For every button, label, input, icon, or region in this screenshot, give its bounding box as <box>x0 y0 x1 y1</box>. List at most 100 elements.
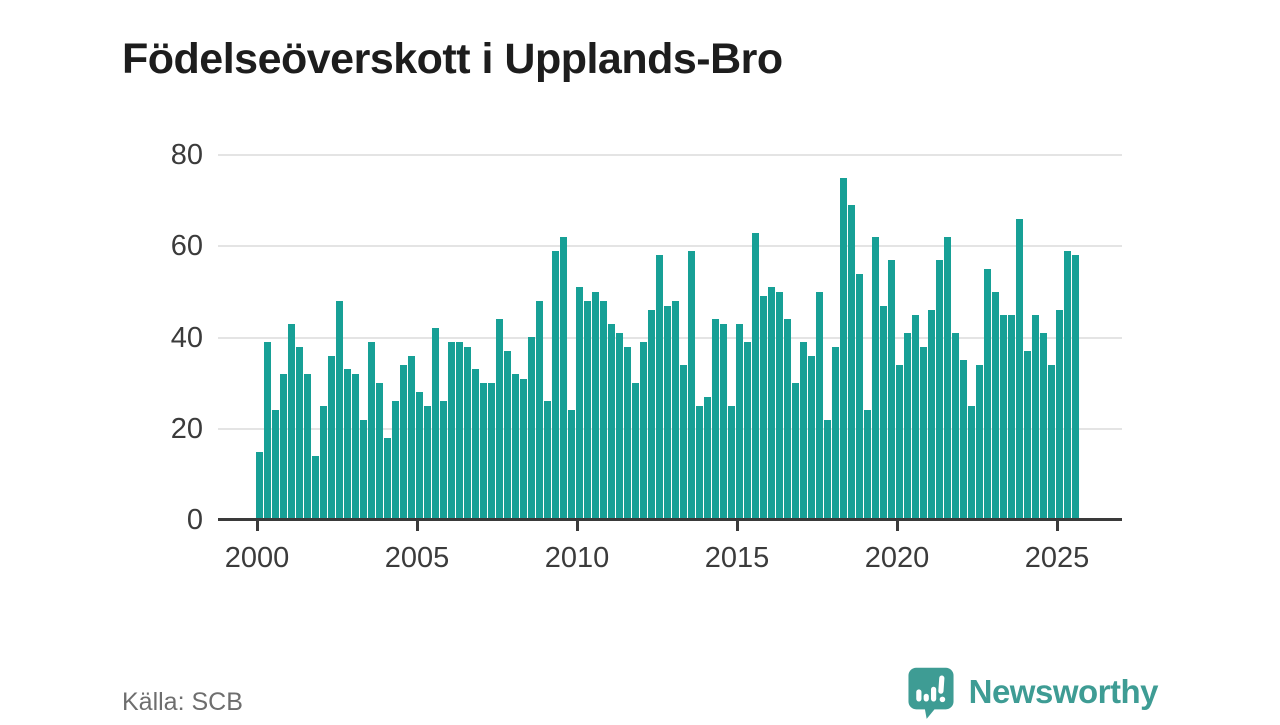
bar <box>896 365 903 520</box>
bar <box>576 287 583 520</box>
bar <box>448 342 455 520</box>
x-axis-tick-2020 <box>896 521 899 531</box>
bar <box>976 365 983 520</box>
bar <box>264 342 271 520</box>
newsworthy-bubble-chart-icon <box>905 664 957 720</box>
x-axis-label-2005: 2005 <box>384 542 450 574</box>
bar <box>984 269 991 520</box>
x-axis-tick-2000 <box>256 521 259 531</box>
bar <box>720 324 727 520</box>
bar <box>352 374 359 520</box>
bar <box>920 347 927 520</box>
bar <box>280 374 287 520</box>
bar <box>824 420 831 520</box>
bar <box>544 401 551 520</box>
bar <box>408 356 415 520</box>
x-axis-label-2020: 2020 <box>864 542 930 574</box>
bar <box>496 319 503 520</box>
bar <box>504 351 511 520</box>
bar <box>952 333 959 520</box>
bar <box>1024 351 1031 520</box>
bar <box>592 292 599 520</box>
bar <box>424 406 431 520</box>
bar <box>1056 310 1063 520</box>
bar <box>1000 315 1007 520</box>
bar <box>632 383 639 520</box>
bar <box>712 319 719 520</box>
bar <box>488 383 495 520</box>
bar <box>464 347 471 520</box>
y-axis-label-40: 40 <box>170 321 203 354</box>
newsworthy-logo: Newsworthy <box>905 664 1159 720</box>
x-axis-tick-2005 <box>416 521 419 531</box>
bar <box>688 251 695 520</box>
bar <box>872 237 879 520</box>
bar <box>344 369 351 520</box>
bar <box>800 342 807 520</box>
bar <box>336 301 343 520</box>
bar <box>360 420 367 520</box>
x-axis-tick-2025 <box>1056 521 1059 531</box>
bar <box>1048 365 1055 520</box>
x-axis-label-2010: 2010 <box>544 542 610 574</box>
bar <box>816 292 823 520</box>
bar <box>440 401 447 520</box>
bar <box>832 347 839 520</box>
bar <box>760 296 767 520</box>
bar <box>472 369 479 520</box>
bar <box>944 237 951 520</box>
bar <box>912 315 919 520</box>
bar <box>968 406 975 520</box>
bar <box>304 374 311 520</box>
x-axis-label-2015: 2015 <box>704 542 770 574</box>
x-axis-label-2025: 2025 <box>1024 542 1090 574</box>
y-axis-label-80: 80 <box>170 139 203 171</box>
bar <box>392 401 399 520</box>
bar <box>840 178 847 520</box>
bar <box>744 342 751 520</box>
bar <box>960 360 967 520</box>
gridline-y-60 <box>218 245 1122 248</box>
bar <box>1008 315 1015 520</box>
bar <box>432 328 439 520</box>
bar <box>640 342 647 520</box>
bar <box>864 410 871 520</box>
bar <box>1016 219 1023 520</box>
source-label: Källa: SCB <box>122 688 243 716</box>
bar <box>1032 315 1039 520</box>
bar <box>904 333 911 520</box>
bar <box>480 383 487 520</box>
bar <box>1040 333 1047 520</box>
bar <box>680 365 687 520</box>
bar <box>552 251 559 520</box>
bar <box>656 255 663 520</box>
bar <box>768 287 775 520</box>
bar <box>320 406 327 520</box>
y-axis-label-20: 20 <box>170 412 203 445</box>
bar <box>1064 251 1071 520</box>
bar <box>936 260 943 520</box>
bar <box>928 310 935 520</box>
x-axis-line <box>218 518 1122 521</box>
bar <box>256 452 263 520</box>
y-axis-label-0: 0 <box>186 504 203 536</box>
gridline-y-80 <box>218 154 1122 156</box>
x-axis-tick-2015 <box>736 521 739 531</box>
bar <box>736 324 743 520</box>
bar <box>456 342 463 520</box>
bar <box>608 324 615 520</box>
bar <box>600 301 607 520</box>
x-axis-tick-2010 <box>576 521 579 531</box>
bar <box>624 347 631 520</box>
bar <box>848 205 855 520</box>
bar <box>288 324 295 520</box>
bar <box>560 237 567 520</box>
bar <box>416 392 423 520</box>
bar <box>808 356 815 520</box>
bar <box>512 374 519 520</box>
bar <box>1072 255 1079 520</box>
x-axis-label-2000: 2000 <box>224 542 290 574</box>
page-title: Födelseöverskott i Upplands-Bro <box>122 34 783 83</box>
bar <box>312 456 319 520</box>
